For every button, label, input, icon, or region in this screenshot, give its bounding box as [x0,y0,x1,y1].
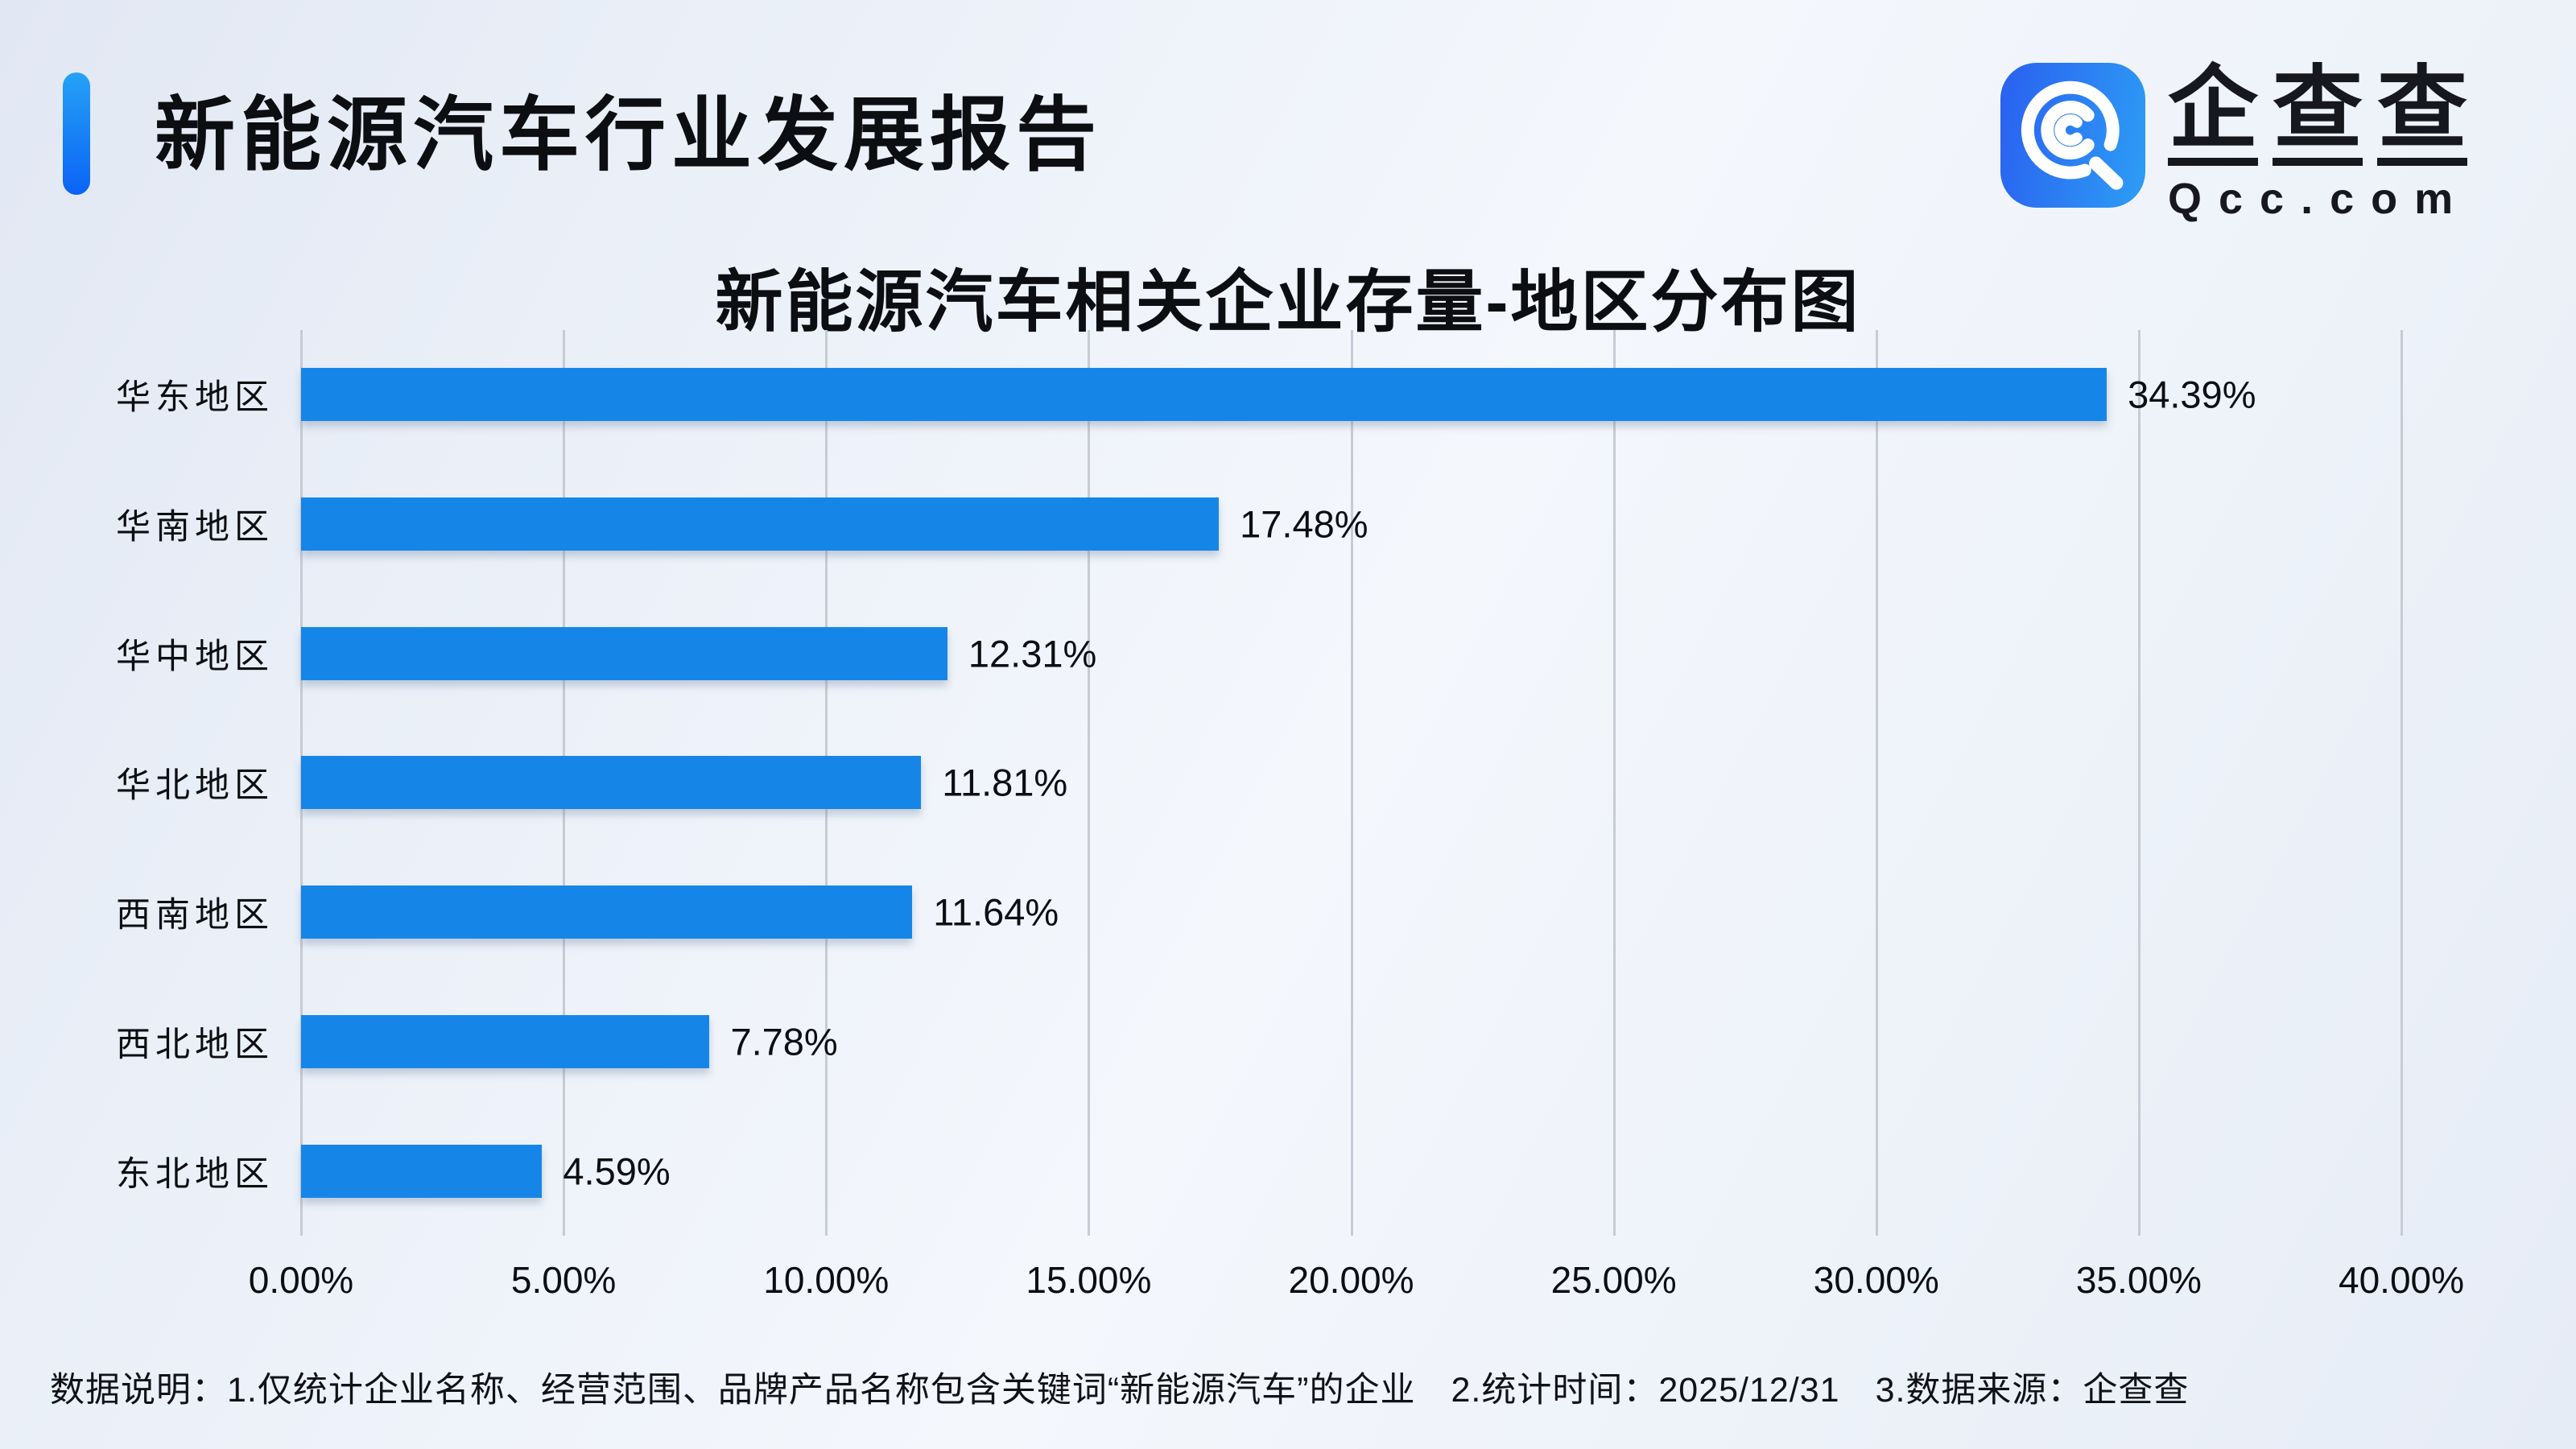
qcc-brand-name: 企 查 查 [2168,62,2470,167]
qcc-domain: Qcc.com [2168,175,2471,224]
bar-row: 17.48% [301,460,2401,589]
x-tick-label: 40.00% [2338,1259,2465,1301]
bar-row: 4.59% [301,1106,2401,1236]
category-label: 西南地区 [116,896,274,935]
brand-char: 查 [2377,62,2467,167]
bar-row: 12.31% [301,588,2401,718]
qcc-magnifier-icon [2021,80,2124,190]
bar-华中地区: 12.31% [301,626,1096,680]
chart-title: 新能源汽车相关企业存量-地区分布图 [715,264,1861,340]
bar-row: 7.78% [301,977,2401,1107]
data-footnote: 数据说明：1.仅统计企业名称、经营范围、品牌产品名称包含关键词“新能源汽车”的企… [50,1371,2190,1410]
bar-value-label: 4.59% [563,1150,671,1193]
gridline [1612,330,1616,1236]
plot-area: 34.39% 17.48% 12.31% 11.81% 11.64% 7.78% 4.59% [300,330,2403,1236]
category-label: 东北地区 [116,1154,274,1194]
qcc-logo: 企 查 查 Qcc.com [2000,62,2471,224]
gridline [1875,330,1878,1236]
bar-西南地区: 11.64% [301,886,1059,939]
bar-华东地区: 34.39% [301,368,2256,422]
x-tick-label: 10.00% [763,1259,890,1301]
gridline [1088,330,1091,1236]
gridline [2401,330,2403,1236]
bar-value-label: 7.78% [730,1020,838,1063]
gridline [1350,330,1353,1236]
bar-row: 11.81% [301,718,2401,848]
title-accent-bar [63,72,90,195]
bar-row: 11.64% [301,848,2401,977]
bar-东北地区: 4.59% [301,1144,671,1198]
bar-华南地区: 17.48% [301,497,1368,551]
gridline [2137,330,2140,1236]
x-tick-label: 35.00% [2075,1259,2202,1301]
x-tick-label: 25.00% [1550,1259,1677,1301]
bar-西北地区: 7.78% [301,1014,838,1068]
bar-value-label: 34.39% [2128,373,2256,416]
bar-value-label: 17.48% [1240,502,1368,546]
x-tick-label: 15.00% [1026,1259,1152,1301]
category-label: 华南地区 [116,508,274,547]
category-label: 华东地区 [116,378,274,418]
x-tick-label: 20.00% [1288,1259,1414,1301]
category-label: 西北地区 [116,1025,274,1064]
x-axis: 0.00% 5.00% 10.00% 15.00% 20.00% 25.00% 30.00%… [249,1258,2464,1315]
qcc-logo-icon [2000,63,2145,208]
brand-char: 查 [2273,62,2363,167]
bar-value-label: 12.31% [968,632,1097,675]
bar-value-label: 11.64% [933,890,1059,934]
bar-row: 34.39% [301,330,2401,460]
category-labels: 华东地区华南地区华中地区华北地区西南地区西北地区东北地区 [48,330,274,1236]
qcc-logo-text: 企 查 查 Qcc.com [2168,62,2471,224]
category-label: 华北地区 [116,766,274,806]
brand-char: 企 [2168,62,2258,167]
x-tick-label: 5.00% [510,1259,617,1301]
category-label: 华中地区 [116,637,274,676]
x-tick-label: 0.00% [248,1259,354,1301]
report-title: 新能源汽车行业发展报告 [155,90,1102,180]
bar-华北地区: 11.81% [301,756,1067,810]
x-tick-label: 30.00% [1813,1259,1939,1301]
bar-value-label: 11.81% [942,761,1068,804]
